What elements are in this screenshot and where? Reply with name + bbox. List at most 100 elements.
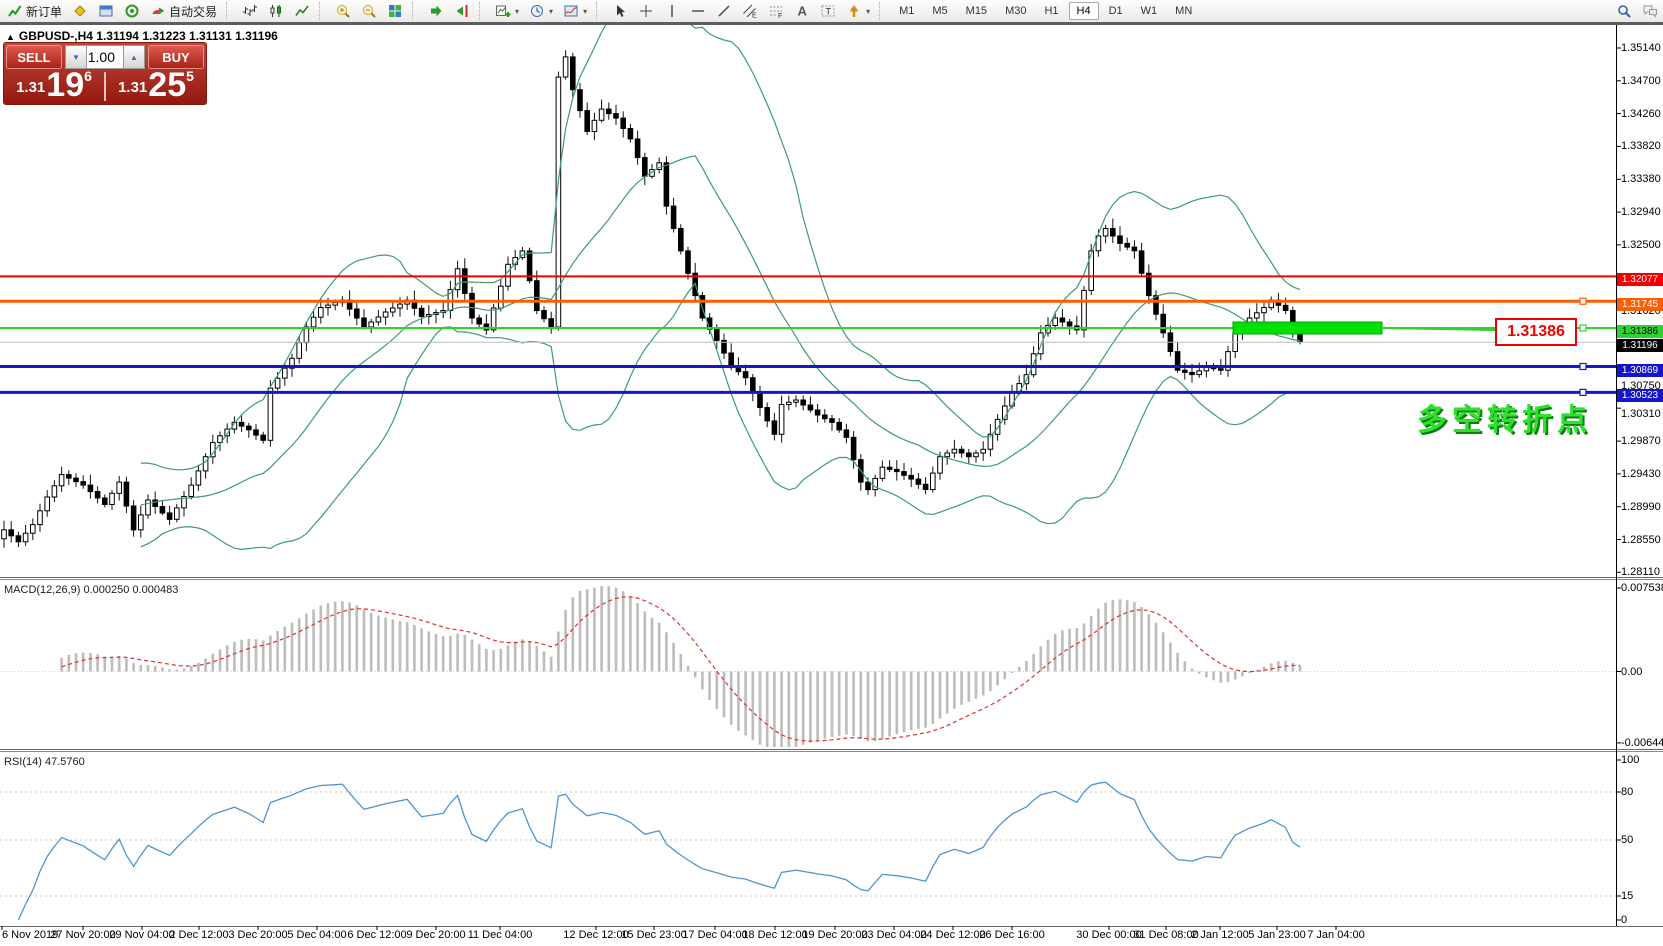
price-tick-label: 1.34260 [1621, 108, 1661, 120]
tile-windows-button[interactable] [383, 1, 407, 21]
price-tick-label: 1.35140 [1621, 42, 1661, 54]
buy-price[interactable]: 1.31 25 5 [106, 68, 206, 103]
line-chart-button[interactable] [290, 1, 314, 21]
support-highlight-bar[interactable] [1232, 321, 1383, 335]
tab-M30[interactable]: M30 [1005, 5, 1027, 17]
data-window-button[interactable] [94, 1, 118, 21]
autotrading-button-label: 自动交易 [169, 4, 218, 19]
price-tick-label: 1.33820 [1621, 140, 1661, 152]
price-annotation-box[interactable]: 1.31386 [1495, 318, 1577, 346]
channel-button[interactable]: E [738, 1, 762, 21]
market-watch-button[interactable] [68, 1, 92, 21]
hline-axis-label: 1.31386 [1617, 324, 1663, 338]
tab-W1[interactable]: W1 [1140, 5, 1158, 17]
toolbar: 新订单 自动交易 ▾ ▾ ▾ E F A T ▾ M1 M5 M15 M30 H1 H4 D1 W1 MN [0, 0, 1663, 22]
time-tick-label: 5 Dec 04:00 [287, 929, 347, 941]
tab-H4[interactable]: H4 [1068, 2, 1099, 20]
rsi-axis-label: 0 [1621, 914, 1628, 926]
line-handle[interactable] [1579, 297, 1587, 305]
time-tick-label: 19 Dec 20:00 [802, 929, 868, 941]
tab-M1[interactable]: M1 [899, 5, 915, 17]
chart-shift-button[interactable] [450, 1, 474, 21]
tab-M15[interactable]: M15 [965, 5, 988, 17]
hline-axis-label: 1.30869 [1617, 363, 1663, 377]
chevron-down-icon: ▾ [866, 6, 871, 16]
horizontal-line-button[interactable] [686, 1, 710, 21]
new-chart-button[interactable]: ▾ [491, 1, 523, 21]
sell-price[interactable]: 1.31 19 6 [4, 68, 104, 103]
text-button[interactable]: A [790, 1, 814, 21]
text-label-button[interactable]: T [816, 1, 840, 21]
line-handle[interactable] [1579, 362, 1587, 371]
rsi-axis-label: 15 [1621, 890, 1634, 902]
price-tick-label: 1.33380 [1621, 173, 1661, 185]
templates-button[interactable]: ▾ [559, 1, 591, 21]
time-tick-label: 18 Dec 12:00 [742, 929, 808, 941]
zoom-out-icon [361, 3, 377, 19]
sell-button[interactable]: SELL [6, 45, 62, 69]
rsi-name: RSI(14) [4, 756, 42, 768]
time-tick-label: 30 Dec 00:00 [1076, 929, 1142, 941]
search-button[interactable] [1612, 1, 1636, 21]
chart-ohlc-header: ▲ GBPUSD-,H4 1.31194 1.31223 1.31131 1.31… [6, 29, 278, 43]
autotrading-icon [150, 3, 166, 19]
zoom-out-button[interactable] [357, 1, 381, 21]
arrows-button[interactable]: ▾ [842, 1, 874, 21]
crosshair-icon [638, 3, 654, 19]
toolbar-divider [0, 22, 1663, 25]
auto-scroll-button[interactable] [424, 1, 448, 21]
price-tick-label: 1.29430 [1621, 468, 1661, 480]
time-tick-label: 7 Jan 04:00 [1307, 929, 1365, 941]
macd-value-signal: 0.000483 [132, 584, 179, 596]
vertical-line-button[interactable] [660, 1, 684, 21]
time-tick-label: 3 Dec 20:00 [228, 929, 288, 941]
toolbar-separator [879, 2, 887, 20]
bar-chart-icon [242, 3, 258, 19]
hline-axis-label: 1.30523 [1617, 388, 1663, 402]
volume-input[interactable]: 1.00 [87, 45, 123, 69]
time-tick-label: 11 Dec 04:00 [467, 929, 533, 941]
new-chart-icon [495, 3, 511, 19]
trendline-button[interactable] [712, 1, 736, 21]
crosshair-button[interactable] [634, 1, 658, 21]
chevron-down-icon: ▾ [515, 6, 520, 16]
volume-increase-button[interactable]: ▲ [123, 45, 145, 69]
buy-button[interactable]: BUY [148, 45, 204, 69]
bar-chart-button[interactable] [238, 1, 262, 21]
time-tick-label: 27 Nov 20:00 [50, 929, 116, 941]
one-click-trading-panel: SELL ▼ 1.00 ▲ BUY 1.31 19 6 1.31 25 5 [3, 42, 207, 105]
candlestick-chart-button[interactable] [264, 1, 288, 21]
macd-name: MACD(12,26,9) [4, 584, 81, 596]
time-tick-label: 9 Dec 20:00 [406, 929, 466, 941]
macd-signal-line [61, 596, 1301, 742]
line-handle[interactable] [1579, 324, 1587, 332]
zoom-in-icon [335, 3, 351, 19]
chat-button[interactable] [1638, 1, 1662, 21]
zoom-in-button[interactable] [331, 1, 355, 21]
volume-decrease-button[interactable]: ▼ [65, 45, 87, 69]
candles-layer [1, 50, 1303, 548]
tab-MN[interactable]: MN [1175, 5, 1193, 17]
cursor-button[interactable] [608, 1, 632, 21]
candlestick-chart-icon [268, 3, 284, 19]
rsi-axis-label: 100 [1621, 754, 1640, 766]
toolbar-separator [226, 2, 234, 20]
terminal-button[interactable] [120, 1, 144, 21]
collapse-arrow-icon[interactable]: ▲ [6, 32, 15, 42]
periods-button[interactable]: ▾ [525, 1, 557, 21]
new-order-button[interactable]: 新订单 [3, 1, 66, 21]
chevron-down-icon: ▾ [583, 6, 588, 16]
price-tick-label: 1.32940 [1621, 206, 1661, 218]
turning-point-note[interactable]: 多空转折点 [1417, 404, 1592, 437]
tab-H1[interactable]: H1 [1044, 5, 1059, 17]
price-tick-label: 1.28990 [1621, 501, 1661, 513]
svg-text:E: E [752, 13, 757, 20]
chevron-down-icon: ▾ [549, 6, 554, 16]
fibonacci-button[interactable]: F [764, 1, 788, 21]
tab-D1[interactable]: D1 [1108, 5, 1123, 17]
autotrading-button[interactable]: 自动交易 [146, 1, 221, 21]
tab-M5[interactable]: M5 [932, 5, 948, 17]
line-handle[interactable] [1579, 388, 1587, 396]
time-tick-label: 29 Nov 04:00 [109, 929, 175, 941]
